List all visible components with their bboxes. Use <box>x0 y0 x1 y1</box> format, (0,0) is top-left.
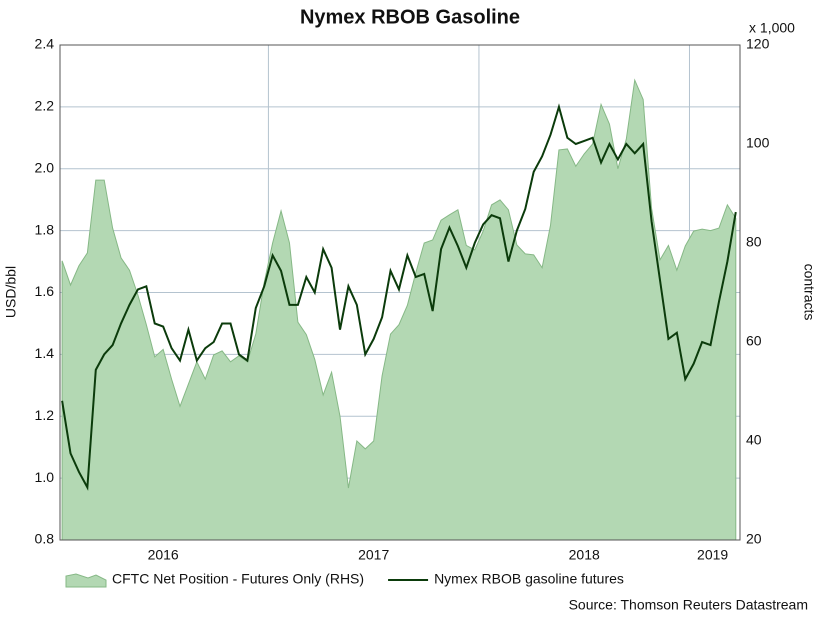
y2-tick-label: 40 <box>746 432 762 448</box>
legend-swatch <box>65 573 107 588</box>
area <box>61 78 737 541</box>
line <box>61 103 737 491</box>
y-tick-label: 1.0 <box>35 469 55 485</box>
x-tick-label: 2016 <box>148 547 179 563</box>
y-tick-label: 1.2 <box>35 407 55 423</box>
y2-tick-label: 80 <box>746 234 762 250</box>
y-tick-label: 0.8 <box>35 531 55 547</box>
y-tick-label: 2.0 <box>35 159 55 175</box>
x-tick-label: 2019 <box>697 547 728 563</box>
source: Source: Thomson Reuters Datastream <box>569 597 808 613</box>
y-tick-label: 1.4 <box>35 345 55 361</box>
y2-tick-label: 60 <box>746 333 762 349</box>
legend-label: Nymex RBOB gasoline futures <box>434 571 624 587</box>
y2-tick-label: 20 <box>746 531 762 547</box>
legend-label: CFTC Net Position - Futures Only (RHS) <box>112 571 364 587</box>
y-axis-label: USD/bbl <box>3 266 19 318</box>
y-tick-label: 2.2 <box>35 98 55 114</box>
y2-unit: x 1,000 <box>749 20 795 36</box>
chart-title: Nymex RBOB Gasoline <box>300 6 520 28</box>
x-tick-label: 2018 <box>569 547 600 563</box>
y-tick-label: 1.6 <box>35 283 55 299</box>
x-tick-label: 2017 <box>358 547 389 563</box>
y-tick-label: 1.8 <box>35 221 55 237</box>
y2-tick-label: 120 <box>746 36 770 52</box>
y-tick-label: 2.4 <box>35 36 55 52</box>
y2-axis-label: contracts <box>801 264 817 321</box>
y2-tick-label: 100 <box>746 135 770 151</box>
plot-frame <box>59 44 741 541</box>
